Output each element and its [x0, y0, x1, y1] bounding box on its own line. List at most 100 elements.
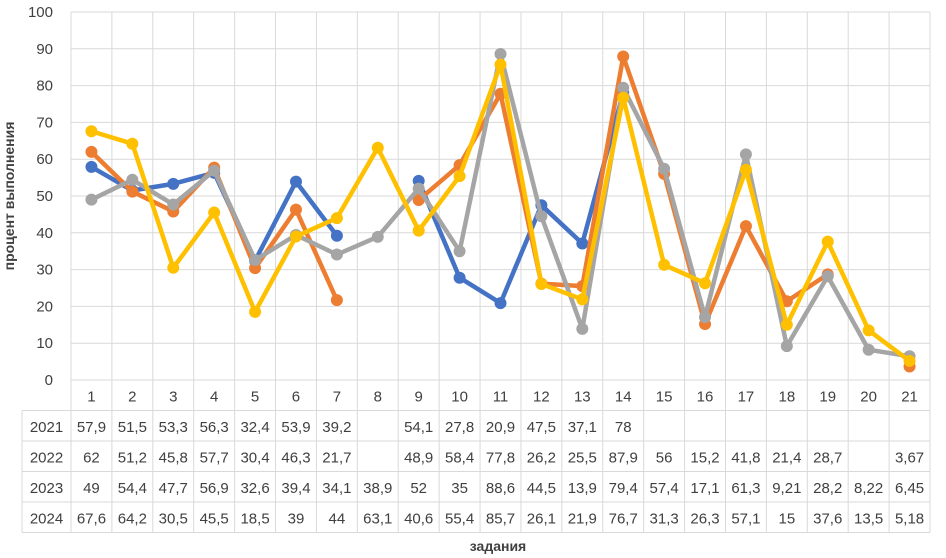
data-table-cell: 53,9 [281, 419, 310, 436]
data-table-cell: 64,2 [118, 510, 147, 527]
data-point [453, 271, 466, 284]
data-table-cell: 45,8 [159, 449, 188, 466]
data-table-cell: 53,3 [159, 419, 188, 436]
y-tick-label: 90 [36, 41, 53, 58]
x-tick-label: 14 [615, 388, 632, 405]
y-tick-label: 0 [45, 372, 53, 389]
data-point [658, 258, 671, 271]
data-point [494, 58, 507, 71]
data-point [780, 340, 793, 353]
data-table-cell: 6,45 [895, 480, 924, 497]
data-table-cell: 51,5 [118, 419, 147, 436]
series-name-2022: 2022 [30, 449, 63, 466]
data-table-cell: 79,4 [609, 480, 638, 497]
data-table-cell: 54,4 [118, 480, 147, 497]
data-table-cell: 62 [83, 449, 100, 466]
data-point [167, 261, 180, 274]
data-table-cell: 9,21 [772, 480, 801, 497]
series-name-2021: 2021 [30, 419, 63, 436]
data-table-cell: 48,9 [404, 449, 433, 466]
data-table-cell: 39 [288, 510, 305, 527]
data-table-cell: 37,6 [813, 510, 842, 527]
data-table-cell: 27,8 [445, 419, 474, 436]
data-table-cell: 78 [615, 419, 632, 436]
data-table-cell: 15 [778, 510, 795, 527]
data-point [658, 162, 671, 175]
data-point [371, 230, 384, 243]
data-point [576, 237, 589, 250]
data-point [289, 230, 302, 243]
x-tick-label: 8 [374, 388, 382, 405]
x-tick-label: 10 [451, 388, 468, 405]
x-tick-label: 7 [333, 388, 341, 405]
data-table-cell: 54,1 [404, 419, 433, 436]
x-tick-label: 19 [819, 388, 836, 405]
data-point [85, 125, 98, 138]
data-point [371, 141, 384, 154]
data-table-cell: 15,2 [690, 449, 719, 466]
data-table-cell: 51,2 [118, 449, 147, 466]
data-point [85, 193, 98, 206]
data-point [85, 160, 98, 173]
y-tick-label: 30 [36, 262, 53, 279]
data-table-cell: 17,1 [690, 480, 719, 497]
data-point [699, 311, 712, 324]
data-point [535, 210, 548, 223]
data-table-cell: 41,8 [731, 449, 760, 466]
data-table-cell: 8,22 [854, 480, 883, 497]
series-line-2021 [416, 90, 626, 306]
data-table-cell: 87,9 [609, 449, 638, 466]
data-point [167, 177, 180, 190]
gridlines [70, 11, 931, 533]
data-table-cell: 57,7 [200, 449, 229, 466]
x-tick-label: 4 [210, 388, 218, 405]
data-table-cell: 30,5 [159, 510, 188, 527]
data-point [576, 322, 589, 335]
data-table-cell: 32,6 [240, 480, 269, 497]
data-point [249, 254, 262, 267]
y-tick-label: 20 [36, 298, 53, 315]
data-point [289, 203, 302, 216]
x-tick-label: 2 [128, 388, 136, 405]
x-tick-label: 18 [778, 388, 795, 405]
data-table-cell: 63,1 [363, 510, 392, 527]
data-table-cell: 58,4 [445, 449, 474, 466]
data-table-cell: 47,5 [527, 419, 556, 436]
data-table-cell: 85,7 [486, 510, 515, 527]
data-point [330, 212, 343, 225]
data-point [617, 50, 630, 63]
data-table-cell: 61,3 [731, 480, 760, 497]
data-point [739, 148, 752, 161]
data-table-cell: 76,7 [609, 510, 638, 527]
x-tick-label: 1 [87, 388, 95, 405]
data-point [494, 47, 507, 60]
data-table-cell: 37,1 [568, 419, 597, 436]
data-point [330, 294, 343, 307]
data-point [780, 318, 793, 331]
x-tick-label: 11 [493, 388, 509, 405]
data-table-cell: 26,2 [527, 449, 556, 466]
data-point [249, 305, 262, 318]
y-tick-label: 70 [36, 114, 53, 131]
data-table-cell: 39,4 [281, 480, 310, 497]
x-axis-title: задания [470, 538, 526, 554]
data-point [739, 163, 752, 176]
data-point [535, 277, 548, 290]
data-point [126, 173, 139, 186]
data-table-cell: 38,9 [363, 480, 392, 497]
x-tick-label: 9 [415, 388, 423, 405]
y-tick-label: 40 [36, 225, 53, 242]
x-tick-label: 5 [251, 388, 259, 405]
data-table-cell: 77,8 [486, 449, 515, 466]
data-table-cell: 13,9 [568, 480, 597, 497]
data-point [821, 270, 834, 283]
data-table-cell: 20,9 [486, 419, 515, 436]
data-table-cell: 30,4 [240, 449, 269, 466]
data-table-cell: 56 [656, 449, 673, 466]
y-tick-label: 60 [36, 151, 53, 168]
data-table-cell: 88,6 [486, 480, 515, 497]
data-table-cell: 18,5 [240, 510, 269, 527]
data-point [126, 185, 139, 198]
data-table-cell: 44 [329, 510, 346, 527]
